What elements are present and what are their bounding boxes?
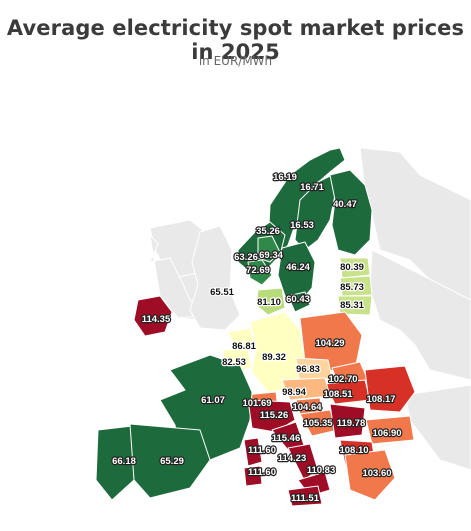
- zone-label: 69.34: [259, 250, 283, 261]
- zone-label: 82.53: [222, 357, 246, 368]
- zone-label: 111.60: [248, 445, 276, 456]
- zone-label: 65.29: [160, 456, 184, 467]
- zone-label: 80.39: [340, 262, 364, 273]
- zone-label: 102.70: [328, 374, 357, 385]
- zone-label: 108.10: [339, 445, 368, 456]
- zone-label: 89.32: [262, 352, 286, 363]
- zone-label: 85.31: [340, 300, 364, 311]
- zone-label: 114.35: [142, 314, 171, 325]
- zone-label: 108.51: [323, 389, 353, 400]
- zone-label: 119.78: [337, 418, 366, 429]
- zone-label: 105.35: [303, 418, 333, 429]
- zone-label: 72.69: [246, 265, 270, 276]
- zone-label: 106.90: [372, 428, 401, 439]
- zone-label: 61.07: [201, 395, 225, 406]
- zone-label: 115.26: [260, 410, 289, 421]
- zone-label: 65.51: [210, 287, 234, 298]
- chart-title: Average electricity spot market prices i…: [6, 16, 465, 64]
- zone-label: 16.71: [300, 182, 324, 193]
- zone-label: 81.10: [257, 297, 281, 308]
- zone-label: 63.26: [234, 252, 258, 263]
- zone-label: 104.29: [315, 338, 344, 349]
- zone-label: 104.64: [292, 402, 322, 413]
- zone-label: 98.94: [282, 387, 306, 398]
- zone-label: 115.46: [272, 433, 301, 444]
- zone-label: 114.23: [278, 453, 307, 464]
- zone-label: 86.81: [232, 341, 256, 352]
- zone-label: 96.83: [296, 364, 320, 375]
- zone-label: 16.19: [273, 172, 297, 183]
- zone-label: 46.24: [286, 262, 310, 273]
- zone-label: 108.17: [366, 394, 395, 405]
- zone-label: 35.26: [256, 226, 280, 237]
- zone-label: 103.60: [362, 468, 391, 479]
- zone-label: 16.53: [290, 220, 314, 231]
- zone-label: 40.47: [333, 199, 357, 210]
- zone-label: 111.51: [291, 493, 320, 504]
- zone-shapes: [95, 147, 416, 507]
- zone-label: 110.83: [307, 465, 336, 476]
- zone-label: 101.69: [242, 398, 271, 409]
- zone-label: 66.18: [112, 456, 136, 467]
- chart-subtitle: in EUR/MWh: [198, 54, 273, 68]
- zone-label: 60.43: [286, 294, 310, 305]
- zone-label: 111.60: [248, 467, 276, 478]
- zone-label: 85.73: [340, 282, 364, 293]
- price-labels: 16.19 16.71 40.47 16.53 35.26 69.34 63.2…: [111, 171, 403, 505]
